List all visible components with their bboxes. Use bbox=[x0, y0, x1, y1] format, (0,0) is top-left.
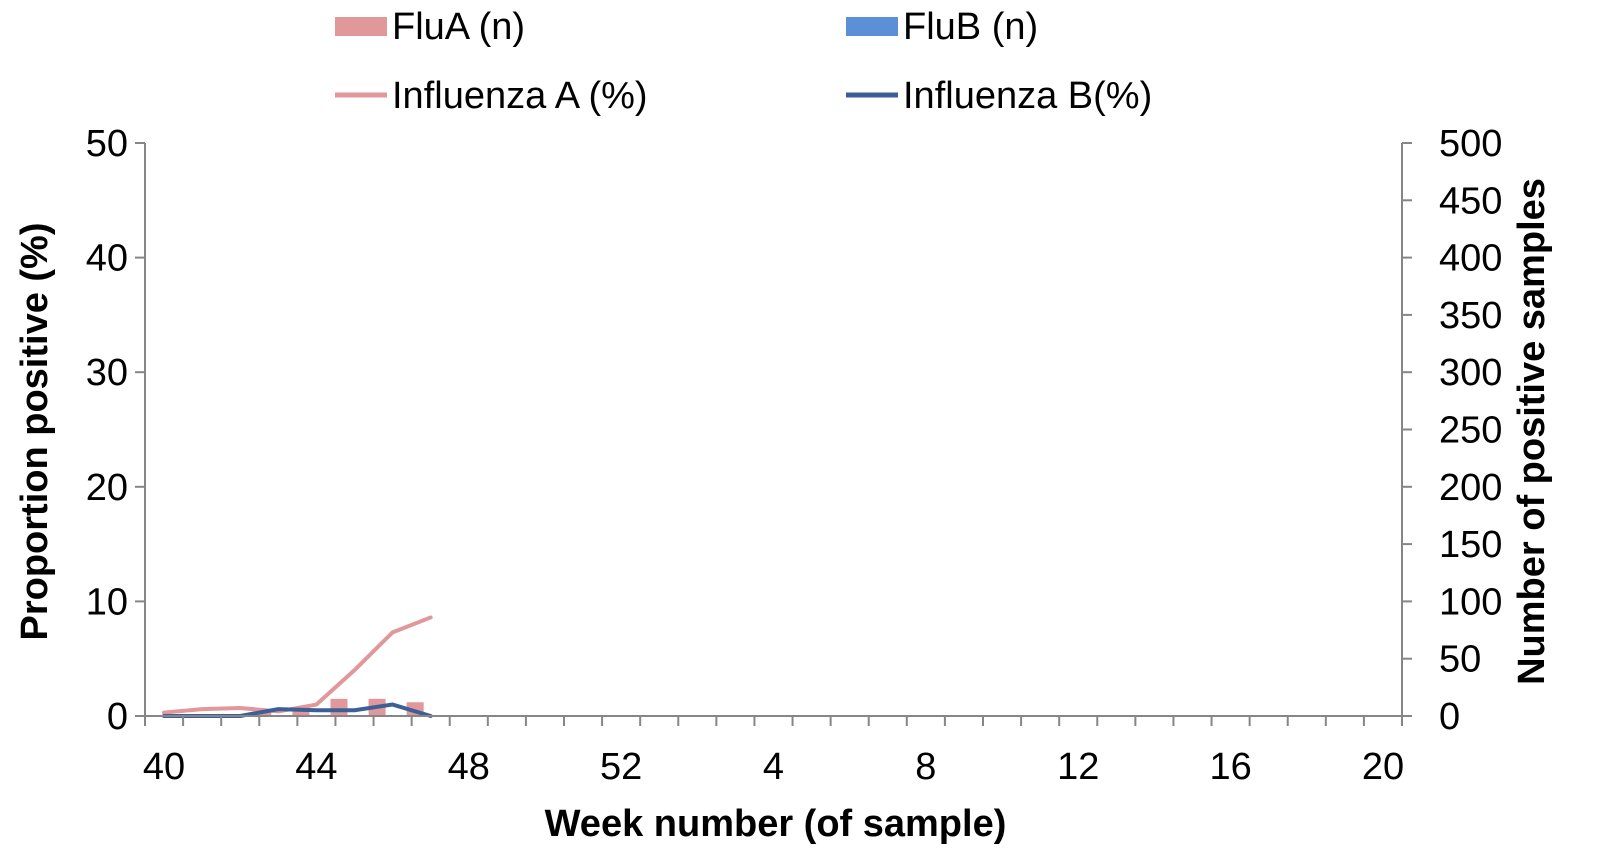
y-right-tick-label: 300 bbox=[1439, 352, 1502, 394]
y-left-tick-label: 50 bbox=[86, 123, 128, 165]
y-left-axis-title: Proportion positive (%) bbox=[14, 223, 56, 641]
y-right-tick-label: 200 bbox=[1439, 467, 1502, 509]
y-right-axis-title: Number of positive samples bbox=[1511, 178, 1553, 685]
x-tick-label: 12 bbox=[1057, 746, 1099, 788]
y-left-tick-label: 30 bbox=[86, 352, 128, 394]
y-right-tick-label: 500 bbox=[1439, 123, 1502, 165]
y-right-tick-label: 250 bbox=[1439, 410, 1502, 452]
x-tick-label: 8 bbox=[915, 746, 936, 788]
bar-flua-n bbox=[292, 710, 310, 716]
y-left-tick-label: 40 bbox=[86, 238, 128, 280]
y-right-tick-label: 400 bbox=[1439, 238, 1502, 280]
legend-label-flua-pct: Influenza A (%) bbox=[392, 75, 648, 117]
bar-flua-n bbox=[330, 698, 348, 716]
y-right-tick-label: 50 bbox=[1439, 639, 1481, 681]
plot-area bbox=[162, 615, 433, 718]
ticks: 0102030405005010015020025030035040045050… bbox=[86, 123, 1503, 788]
legend-swatch-flua-n bbox=[335, 17, 387, 36]
y-left-tick-label: 20 bbox=[86, 467, 128, 509]
y-right-tick-label: 350 bbox=[1439, 295, 1502, 337]
y-right-tick-label: 100 bbox=[1439, 581, 1502, 623]
y-left-tick-label: 0 bbox=[107, 696, 128, 738]
x-tick-label: 16 bbox=[1209, 746, 1251, 788]
legend: FluA (n) FluB (n) Influenza A (%) Influenza… bbox=[335, 6, 1152, 117]
legend-swatch-flub-n bbox=[846, 17, 898, 36]
x-tick-label: 20 bbox=[1362, 746, 1404, 788]
legend-label-flua-n: FluA (n) bbox=[392, 6, 525, 48]
x-tick-label: 4 bbox=[763, 746, 784, 788]
x-axis-title: Week number (of sample) bbox=[545, 803, 1007, 845]
axes bbox=[144, 143, 1403, 717]
x-tick-label: 52 bbox=[600, 746, 642, 788]
y-left-tick-label: 10 bbox=[86, 581, 128, 623]
y-right-tick-label: 0 bbox=[1439, 696, 1460, 738]
x-tick-label: 40 bbox=[143, 746, 185, 788]
line-flua-pct bbox=[162, 615, 433, 715]
y-right-tick-label: 150 bbox=[1439, 524, 1502, 566]
x-tick-label: 48 bbox=[448, 746, 490, 788]
legend-label-flub-pct: Influenza B(%) bbox=[903, 75, 1152, 117]
legend-label-flub-n: FluB (n) bbox=[903, 6, 1038, 48]
y-right-tick-label: 450 bbox=[1439, 180, 1502, 222]
x-tick-label: 44 bbox=[295, 746, 337, 788]
